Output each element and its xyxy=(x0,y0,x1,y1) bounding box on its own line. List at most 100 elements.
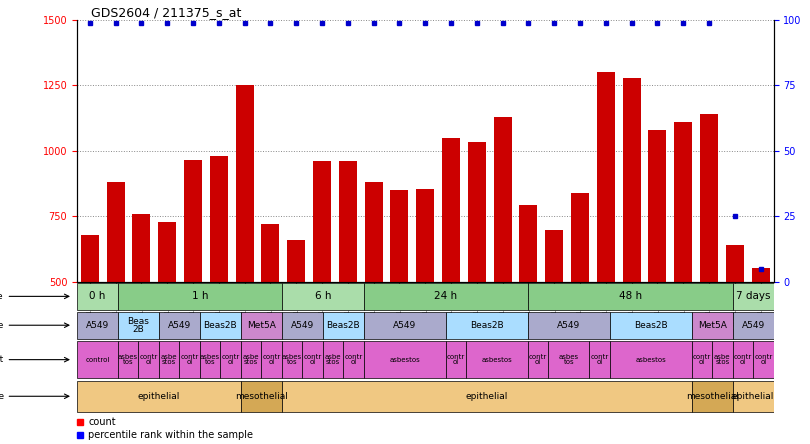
Bar xyxy=(493,117,512,413)
Bar xyxy=(468,142,486,413)
Text: contr
ol: contr ol xyxy=(447,354,465,365)
Bar xyxy=(118,283,282,309)
Text: contr
ol: contr ol xyxy=(344,354,363,365)
Text: asbes
tos: asbes tos xyxy=(282,354,302,365)
Text: 24 h: 24 h xyxy=(434,291,458,301)
Bar xyxy=(313,162,331,413)
Text: A549: A549 xyxy=(393,321,416,330)
Bar xyxy=(77,283,118,309)
Bar xyxy=(753,341,774,378)
Bar xyxy=(446,341,467,378)
Text: epithelial: epithelial xyxy=(138,392,180,401)
Bar xyxy=(732,381,774,412)
Bar xyxy=(732,312,774,338)
Bar xyxy=(712,341,732,378)
Text: contr
ol: contr ol xyxy=(304,354,322,365)
Text: asbes
tos: asbes tos xyxy=(118,354,139,365)
Bar xyxy=(323,312,364,338)
Text: 1 h: 1 h xyxy=(192,291,208,301)
Text: asbe
stos: asbe stos xyxy=(243,354,259,365)
Bar xyxy=(158,222,177,413)
Bar xyxy=(288,240,305,413)
Bar xyxy=(364,182,382,413)
Text: asbestos: asbestos xyxy=(635,357,666,363)
Text: cell type: cell type xyxy=(0,392,69,401)
Bar xyxy=(81,235,99,413)
Text: cell line: cell line xyxy=(0,321,69,330)
Text: Beas2B: Beas2B xyxy=(470,321,504,330)
Text: contr
ol: contr ol xyxy=(693,354,711,365)
Bar xyxy=(623,78,641,413)
Text: asbes
tos: asbes tos xyxy=(559,354,578,365)
Bar xyxy=(700,114,718,413)
Text: asbe
stos: asbe stos xyxy=(325,354,341,365)
Text: 6 h: 6 h xyxy=(314,291,331,301)
Text: contr
ol: contr ol xyxy=(529,354,547,365)
Bar xyxy=(200,341,220,378)
Text: time: time xyxy=(0,292,69,301)
Text: A549: A549 xyxy=(291,321,314,330)
Bar xyxy=(220,341,241,378)
Bar xyxy=(241,381,282,412)
Bar xyxy=(77,341,118,378)
Bar xyxy=(610,341,692,378)
Text: Beas2B: Beas2B xyxy=(203,321,237,330)
Bar xyxy=(200,312,241,338)
Text: asbestos: asbestos xyxy=(482,357,513,363)
Bar xyxy=(262,224,279,413)
Bar xyxy=(610,312,692,338)
Bar xyxy=(241,312,282,338)
Bar xyxy=(519,205,538,413)
Text: asbe
stos: asbe stos xyxy=(714,354,731,365)
Bar xyxy=(302,341,323,378)
Text: 48 h: 48 h xyxy=(619,291,642,301)
Bar xyxy=(159,312,200,338)
Bar xyxy=(527,283,732,309)
Bar xyxy=(107,182,125,413)
Text: contr
ol: contr ol xyxy=(139,354,158,365)
Bar xyxy=(282,381,692,412)
Text: control: control xyxy=(85,357,109,363)
Bar xyxy=(118,312,159,338)
Text: 7 days: 7 days xyxy=(735,291,770,301)
Bar xyxy=(527,341,548,378)
Bar xyxy=(390,190,408,413)
Text: contr
ol: contr ol xyxy=(181,354,198,365)
Bar xyxy=(282,283,364,309)
Text: asbestos: asbestos xyxy=(390,357,420,363)
Bar xyxy=(282,341,302,378)
Bar xyxy=(364,341,446,378)
Text: mesothelial: mesothelial xyxy=(235,392,288,401)
Text: Met5A: Met5A xyxy=(697,321,727,330)
Text: contr
ol: contr ol xyxy=(754,354,773,365)
Bar xyxy=(692,381,732,412)
Bar xyxy=(571,193,589,413)
Text: Beas2B: Beas2B xyxy=(633,321,667,330)
Text: 0 h: 0 h xyxy=(89,291,105,301)
Bar xyxy=(548,341,589,378)
Text: contr
ol: contr ol xyxy=(221,354,240,365)
Bar xyxy=(589,341,610,378)
Bar xyxy=(262,341,282,378)
Bar xyxy=(139,341,159,378)
Bar xyxy=(726,245,744,413)
Bar xyxy=(446,312,527,338)
Bar xyxy=(77,381,241,412)
Bar xyxy=(442,138,460,413)
Text: contr
ol: contr ol xyxy=(734,354,752,365)
Bar xyxy=(732,341,753,378)
Bar xyxy=(282,312,323,338)
Text: A549: A549 xyxy=(741,321,765,330)
Bar xyxy=(159,341,179,378)
Text: asbe
stos: asbe stos xyxy=(161,354,177,365)
Bar xyxy=(364,283,527,309)
Text: percentile rank within the sample: percentile rank within the sample xyxy=(88,430,254,440)
Bar xyxy=(732,283,774,309)
Bar xyxy=(545,230,563,413)
Bar xyxy=(692,341,712,378)
Bar xyxy=(241,341,262,378)
Text: epithelial: epithelial xyxy=(466,392,508,401)
Bar xyxy=(339,162,357,413)
Bar xyxy=(236,85,254,413)
Text: contr
ol: contr ol xyxy=(590,354,608,365)
